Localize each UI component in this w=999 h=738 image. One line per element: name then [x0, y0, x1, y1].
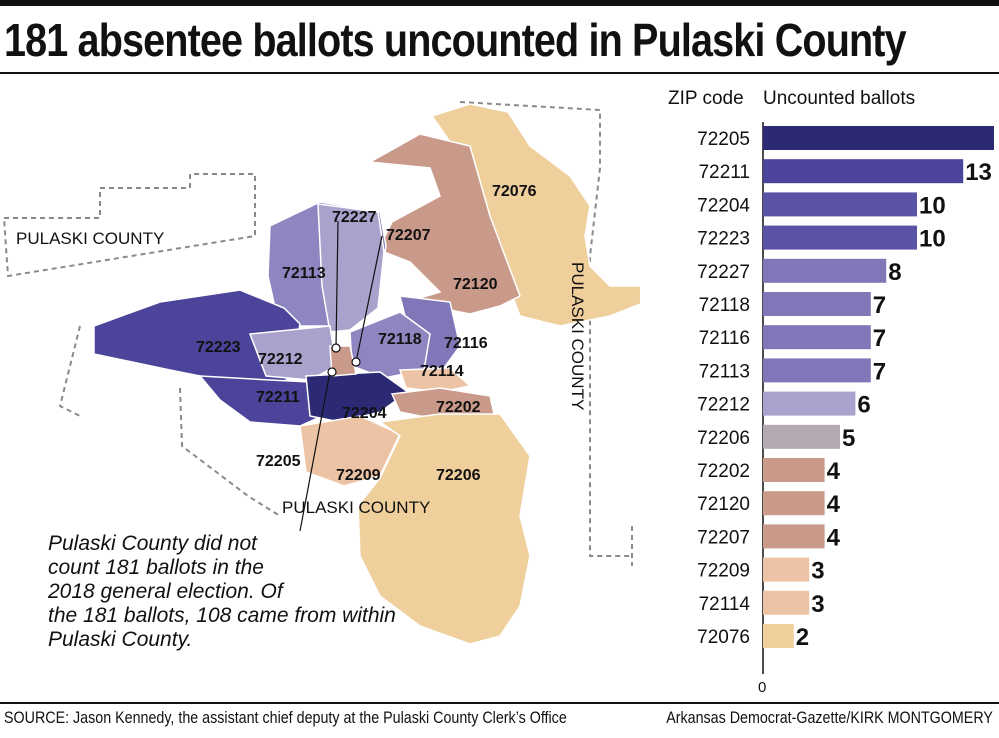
note-text: Pulaski County did not count 181 ballots…	[48, 532, 448, 652]
x-header: ZIP code	[668, 88, 744, 109]
category-label: 72206	[697, 428, 750, 449]
category-label: 72202	[697, 461, 750, 482]
value-label: 8	[888, 259, 901, 286]
zip-label: 72118	[378, 331, 422, 348]
note-line: 2018 general election. Of	[48, 580, 283, 603]
category-label: 72113	[699, 361, 750, 382]
bar	[763, 126, 994, 150]
bar	[763, 292, 871, 316]
note-line: Pulaski County.	[48, 628, 193, 651]
page-title: 181 absentee ballots uncounted in Pulask…	[4, 14, 907, 66]
category-label: 72209	[697, 561, 750, 582]
leader-lines	[299, 220, 383, 532]
bar	[763, 491, 825, 516]
zip-label: 72120	[453, 276, 498, 293]
region-72204	[305, 371, 410, 423]
zip-label: 72204	[342, 405, 387, 422]
value-label: 10	[919, 192, 946, 219]
category-label: 72211	[699, 162, 750, 183]
note-line: Pulaski County did not	[48, 532, 257, 555]
county-label: PULASKI COUNTY	[568, 262, 587, 410]
category-label: 72118	[699, 295, 750, 316]
zip-label: 72076	[492, 183, 537, 200]
value-label: 7	[873, 358, 886, 385]
region-72209	[299, 415, 402, 487]
bar	[763, 159, 964, 184]
category-label: 72223	[697, 229, 750, 250]
zip-label: 72114	[420, 363, 464, 380]
zip-label: 72116	[444, 335, 488, 352]
zip-label: 72206	[436, 467, 481, 484]
source-text: SOURCE: Jason Kennedy, the assistant chi…	[4, 708, 567, 727]
bar	[763, 358, 871, 383]
region-72114	[398, 367, 472, 393]
value-label: 13	[965, 159, 992, 186]
bar	[763, 524, 825, 549]
value-label: 4	[827, 458, 841, 485]
region-72211	[198, 375, 323, 427]
category-label: 72120	[697, 494, 750, 515]
zip-regions	[93, 103, 640, 645]
bar-chart: ZIP code Uncounted ballots 0 72205157221…	[668, 88, 994, 696]
bar	[763, 258, 887, 283]
region-72227	[317, 203, 385, 333]
footer-divider	[0, 702, 999, 704]
region-72212	[248, 325, 337, 381]
zip-label: 72202	[436, 399, 481, 416]
region-72206	[357, 413, 531, 645]
bar	[763, 391, 856, 416]
bar	[763, 192, 917, 217]
bar	[763, 225, 917, 250]
bar	[763, 325, 871, 350]
value-label: 2	[796, 624, 809, 651]
note-line: the 181 ballots, 108 came from within	[48, 604, 396, 627]
bar	[763, 557, 810, 582]
bar	[763, 424, 840, 449]
zip-label: 72205	[256, 453, 301, 470]
zip-label: 72223	[196, 339, 241, 356]
value-label: 3	[811, 558, 824, 585]
category-label: 72205	[697, 129, 750, 150]
region-72207	[379, 250, 442, 301]
y-header: Uncounted ballots	[763, 88, 915, 109]
credit-text: Arkansas Democrat-Gazette/KIRK MONTGOMER…	[666, 708, 993, 727]
category-label: 72204	[697, 195, 750, 216]
note-line: count 181 ballots in the	[48, 556, 264, 579]
zip-label: 72211	[256, 389, 300, 406]
axis-tick-zero: 0	[758, 679, 766, 696]
value-label: 10	[919, 226, 946, 253]
value-label: 6	[857, 392, 870, 419]
bar	[763, 590, 810, 615]
zip-label: 72227	[332, 209, 377, 226]
category-label: 72114	[699, 594, 751, 615]
bar	[763, 624, 794, 648]
county-outlines	[2, 101, 633, 566]
header-divider	[0, 72, 999, 74]
category-label: 72207	[697, 527, 750, 548]
value-label: 3	[811, 591, 824, 618]
value-label: 5	[842, 425, 855, 452]
bars-group: 7220515722111372204107222310722278721187…	[697, 126, 994, 651]
category-label: 72116	[699, 328, 750, 349]
value-label: 7	[873, 325, 886, 352]
bar	[763, 458, 825, 482]
category-label: 72212	[697, 395, 750, 416]
zip-label: 72212	[258, 351, 303, 368]
zip-code-map: PULASKI COUNTY PULASKI COUNTY PULASKI CO…	[2, 101, 640, 645]
zip-label: 72209	[336, 467, 381, 484]
county-label: PULASKI COUNTY	[282, 498, 430, 517]
zip-label: 72113	[282, 265, 326, 282]
zip-label: 72207	[386, 227, 431, 244]
county-label: PULASKI COUNTY	[16, 229, 164, 248]
top-rule	[0, 0, 999, 6]
value-label: 7	[873, 292, 886, 319]
value-label: 4	[827, 524, 841, 551]
category-label: 72227	[697, 262, 750, 283]
region-72205	[329, 345, 357, 377]
category-label: 72076	[697, 627, 750, 648]
value-label: 4	[827, 491, 841, 518]
